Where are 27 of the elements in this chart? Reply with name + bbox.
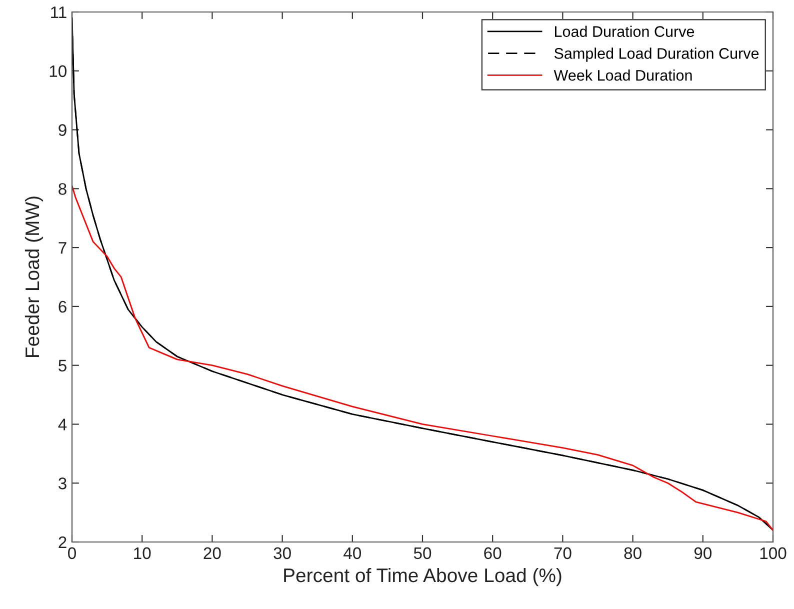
x-tick-label: 50: [414, 547, 432, 560]
line-series: [72, 185, 773, 531]
y-axis-title: Feeder Load (MW): [24, 196, 44, 357]
x-tick-label: 100: [760, 547, 786, 560]
x-tick-label: 10: [134, 547, 151, 560]
y-tick-label: 11: [51, 6, 66, 18]
x-tick-label: 20: [204, 547, 221, 560]
x-tick-label: 30: [274, 547, 291, 560]
x-tick-label: 60: [484, 547, 502, 560]
y-tick-label: 3: [58, 478, 66, 490]
x-axis-title: Percent of Time Above Load (%): [284, 568, 562, 586]
legend-label: Sampled Load Duration Curve: [554, 48, 759, 62]
legend-label: Load Duration Curve: [555, 26, 694, 37]
legend-label: Week Load Duration: [554, 70, 692, 81]
y-tick-label: 2: [58, 536, 66, 548]
y-tick-label: 9: [58, 124, 66, 136]
y-tick-label: 5: [58, 360, 66, 372]
y-tick-label: 10: [50, 65, 66, 78]
y-tick-label: 8: [58, 183, 66, 195]
y-tick-label: 7: [58, 242, 66, 254]
x-tick-label: 80: [624, 547, 642, 560]
x-tick-label: 90: [694, 547, 712, 560]
y-tick-label: 4: [58, 418, 67, 430]
x-tick-label: 40: [344, 547, 362, 560]
x-tick-label: 70: [554, 547, 572, 560]
y-tick-label: 6: [58, 300, 66, 313]
x-tick-label: 0: [68, 547, 76, 560]
